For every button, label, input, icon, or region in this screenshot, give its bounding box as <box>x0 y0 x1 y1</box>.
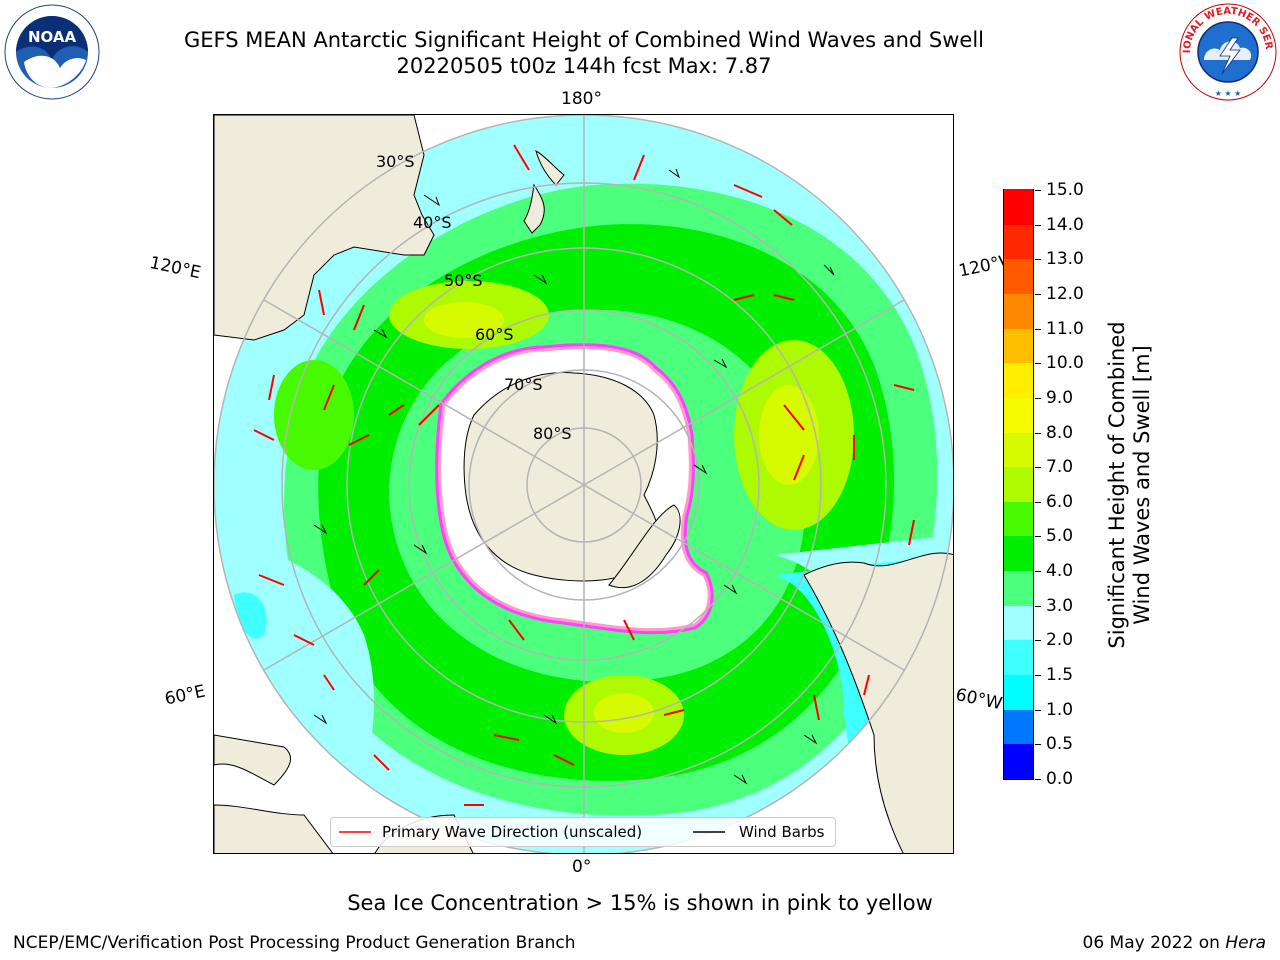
colorbar-tick <box>1035 259 1041 260</box>
colorbar-tick-label: 14.0 <box>1046 215 1084 235</box>
sea-ice-note: Sea Ice Concentration > 15% is shown in … <box>347 891 933 915</box>
colorbar-tick <box>1035 398 1041 399</box>
colorbar-tick <box>1035 571 1041 572</box>
colorbar-tick <box>1035 433 1041 434</box>
colorbar-tick-label: 6.0 <box>1046 492 1074 512</box>
colorbar-tick-label: 15.0 <box>1046 180 1084 200</box>
wave-arrows <box>253 144 915 806</box>
lat-label-70s: 70°S <box>504 375 543 394</box>
colorbar-segment <box>1004 709 1033 745</box>
chart-title: GEFS MEAN Antarctic Significant Height o… <box>183 28 985 52</box>
wind-barbs <box>313 168 835 785</box>
colorbar-tick-label: 12.0 <box>1046 284 1084 304</box>
colorbar-title-line1: Significant Height of Combined <box>1105 321 1129 649</box>
colorbar <box>1003 189 1034 780</box>
colorbar-segment <box>1004 639 1033 676</box>
colorbar-tick-label: 2.0 <box>1046 630 1074 650</box>
lon-label-0: 0° <box>572 857 592 877</box>
colorbar-segment <box>1004 258 1033 294</box>
colorbar-tick <box>1035 606 1041 607</box>
colorbar-tick <box>1035 329 1041 330</box>
lat-label-50s: 50°S <box>444 271 483 290</box>
colorbar-segment <box>1004 293 1033 329</box>
noaa-logo: NOAA <box>4 4 100 100</box>
colorbar-title-line2: Wind Waves and Swell [m] <box>1130 345 1154 625</box>
lat-label-60s: 60°S <box>475 325 514 344</box>
colorbar-segment <box>1004 362 1033 398</box>
colorbar-tick-label: 4.0 <box>1046 561 1074 581</box>
map-panel <box>213 114 954 854</box>
colorbar-tick-label: 0.0 <box>1046 769 1074 789</box>
colorbar-tick-label: 8.0 <box>1046 423 1074 443</box>
svg-text:★ ★ ★: ★ ★ ★ <box>1215 89 1242 98</box>
lon-label-60w: 60°W <box>953 685 1004 715</box>
lon-label-60e: 60°E <box>163 681 208 710</box>
colorbar-segment <box>1004 743 1033 779</box>
colorbar-tick <box>1035 225 1041 226</box>
chart-subtitle: 20220505 t00z 144h fcst Max: 7.87 <box>396 54 772 78</box>
colorbar-tick <box>1035 190 1041 191</box>
colorbar-tick <box>1035 744 1041 745</box>
map-legend: Primary Wave Direction (unscaled) Wind B… <box>330 817 836 847</box>
colorbar-tick-label: 9.0 <box>1046 388 1074 408</box>
nws-logo: NATIONAL WEATHER SERVICE ★ ★ ★ <box>1174 0 1277 101</box>
colorbar-segment <box>1004 605 1033 641</box>
lon-label-180: 180° <box>561 89 602 109</box>
colorbar-title: Significant Height of Combined Wind Wave… <box>1105 321 1155 648</box>
date-credit: 06 May 2022 on Hera <box>1083 933 1267 953</box>
legend-wave-label: Primary Wave Direction (unscaled) <box>382 823 643 841</box>
lat-label-80s: 80°S <box>533 424 572 443</box>
colorbar-segment <box>1004 674 1033 710</box>
colorbar-tick <box>1035 467 1041 468</box>
colorbar-tick-label: 3.0 <box>1046 596 1074 616</box>
colorbar-tick <box>1035 640 1041 641</box>
colorbar-segment <box>1004 397 1033 433</box>
credit-text: NCEP/EMC/Verification Post Processing Pr… <box>13 933 576 953</box>
lat-label-40s: 40°S <box>413 213 452 232</box>
legend-wind-label: Wind Barbs <box>739 823 825 841</box>
lat-label-30s: 30°S <box>376 152 415 171</box>
colorbar-tick-label: 1.0 <box>1046 700 1074 720</box>
colorbar-tick <box>1035 363 1041 364</box>
lon-label-120e: 120°E <box>147 253 203 284</box>
colorbar-tick-label: 11.0 <box>1046 319 1084 339</box>
colorbar-segment <box>1004 328 1033 364</box>
colorbar-tick <box>1035 675 1041 676</box>
colorbar-segment <box>1004 224 1033 260</box>
colorbar-tick <box>1035 536 1041 537</box>
colorbar-segment <box>1004 431 1033 468</box>
colorbar-tick-label: 1.5 <box>1046 665 1074 685</box>
colorbar-tick <box>1035 710 1041 711</box>
colorbar-tick-label: 10.0 <box>1046 353 1084 373</box>
date-text: 06 May 2022 on <box>1082 933 1226 953</box>
colorbar-tick <box>1035 779 1041 780</box>
colorbar-segment <box>1004 189 1033 225</box>
machine-name: Hera <box>1225 933 1266 953</box>
map-canvas <box>214 115 953 853</box>
colorbar-segment <box>1004 501 1033 537</box>
colorbar-tick <box>1035 502 1041 503</box>
colorbar-segment <box>1004 535 1033 572</box>
colorbar-tick-label: 0.5 <box>1046 734 1074 754</box>
colorbar-tick-label: 5.0 <box>1046 526 1074 546</box>
colorbar-segment <box>1004 466 1033 502</box>
noaa-logo-text: NOAA <box>28 28 77 46</box>
colorbar-tick-label: 7.0 <box>1046 457 1074 477</box>
colorbar-tick-label: 13.0 <box>1046 249 1084 269</box>
colorbar-segment <box>1004 570 1033 606</box>
colorbar-tick <box>1035 294 1041 295</box>
